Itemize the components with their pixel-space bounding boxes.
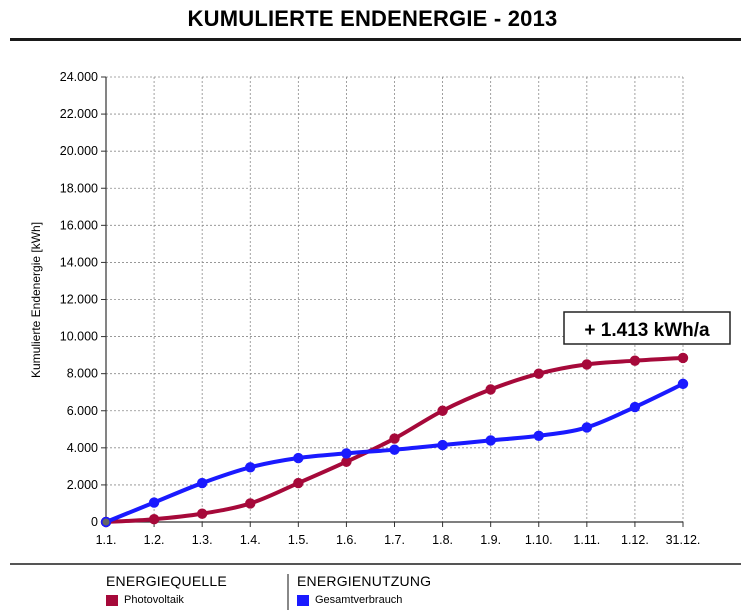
y-tick-label: 22.000: [60, 107, 98, 121]
data-point-photovoltaik: [629, 355, 641, 366]
y-tick-label: 16.000: [60, 218, 98, 232]
legend-divider-line: [10, 563, 741, 565]
y-tick-label: 8.000: [67, 367, 98, 381]
data-point-photovoltaik: [389, 433, 400, 444]
data-point-photovoltaik: [581, 359, 593, 370]
legend-energy-usage: ENERGIENUTZUNG Gesamtverbrauch: [297, 573, 431, 606]
data-point-gesamtverbrauch: [629, 401, 641, 413]
y-tick-label: 20.000: [60, 144, 98, 158]
x-tick-label: 1.6.: [336, 533, 357, 547]
x-tick-label: 1.10.: [525, 533, 553, 547]
x-tick-label: 1.4.: [240, 533, 261, 547]
data-point-gesamtverbrauch: [581, 422, 593, 433]
data-point-photovoltaik: [341, 456, 352, 467]
y-tick-label: 2.000: [67, 478, 98, 492]
data-point-gesamtverbrauch: [533, 430, 544, 441]
y-tick-label: 14.000: [60, 255, 98, 269]
data-point-photovoltaik: [293, 477, 304, 489]
x-tick-label: 31.12.: [666, 533, 701, 547]
legend-entry-photovoltaik: Photovoltaik: [106, 594, 227, 606]
x-tick-label: 1.7.: [384, 533, 405, 547]
legend-label-photovoltaik: Photovoltaik: [124, 594, 184, 606]
x-tick-label: 1.2.: [144, 533, 165, 547]
data-point-gesamtverbrauch: [245, 462, 256, 473]
x-tick-label: 1.3.: [192, 533, 213, 547]
data-point-gesamtverbrauch: [389, 444, 400, 455]
series: [100, 352, 689, 528]
legend-energy-source: ENERGIEQUELLE Photovoltaik: [106, 573, 227, 606]
data-point-gesamtverbrauch: [437, 439, 448, 451]
grid: [106, 76, 684, 522]
origin-point: [102, 518, 110, 526]
y-tick-label: 4.000: [67, 441, 98, 455]
data-point-photovoltaik: [485, 384, 496, 395]
data-point-photovoltaik: [533, 368, 544, 379]
x-tick-label: 1.9.: [480, 533, 501, 547]
chart-title: KUMULIERTE ENDENERGIE - 2013: [187, 6, 558, 31]
x-tick-label: 1.11.: [573, 533, 600, 547]
x-tick-label: 1.5.: [288, 533, 309, 547]
title-divider: [10, 38, 741, 41]
data-point-gesamtverbrauch: [677, 378, 689, 390]
annotation-box: + 1.413 kWh/a: [563, 311, 731, 345]
legend-separator: [287, 574, 289, 610]
legend-swatch-photovoltaik: [106, 594, 118, 606]
legend-swatch-gesamtverbrauch: [297, 594, 309, 606]
y-tick-label: 24.000: [60, 70, 98, 84]
data-point-gesamtverbrauch: [341, 448, 352, 459]
data-point-photovoltaik: [245, 498, 256, 509]
data-point-photovoltaik: [196, 508, 208, 519]
axes: 0 2.000 4.000 6.000 8.000 10.000 12.000 14.000 1…: [60, 70, 701, 547]
y-tick-label: 10.000: [60, 330, 98, 344]
y-tick-label: 18.000: [60, 181, 98, 195]
data-point-gesamtverbrauch: [485, 435, 496, 446]
legend-heading-usage: ENERGIENUTZUNG: [297, 573, 432, 589]
legend-label-gesamtverbrauch: Gesamtverbrauch: [315, 594, 403, 606]
data-point-photovoltaik: [677, 352, 689, 364]
data-point-gesamtverbrauch: [293, 452, 304, 464]
x-tick-label: 1.1.: [96, 533, 117, 547]
y-axis-label: Kumulierte Endenergie [kWh]: [29, 222, 43, 378]
y-tick-label: 12.000: [60, 293, 98, 307]
x-tick-label: 1.12.: [621, 533, 649, 547]
data-point-photovoltaik: [148, 514, 160, 525]
annotation-text: + 1.413 kWh/a: [584, 320, 710, 341]
data-point-photovoltaik: [437, 405, 448, 416]
legend-heading-source: ENERGIEQUELLE: [106, 573, 227, 589]
line-chart: 0 2.000 4.000 6.000 8.000 10.000 12.000 14.000 1…: [29, 70, 731, 547]
data-point-gesamtverbrauch: [148, 497, 160, 508]
data-point-gesamtverbrauch: [196, 477, 208, 489]
y-tick-label: 6.000: [67, 404, 98, 418]
x-tick-label: 1.8.: [432, 533, 453, 547]
y-tick-label: 0: [91, 515, 98, 529]
legend-entry-gesamtverbrauch: Gesamtverbrauch: [297, 594, 431, 606]
